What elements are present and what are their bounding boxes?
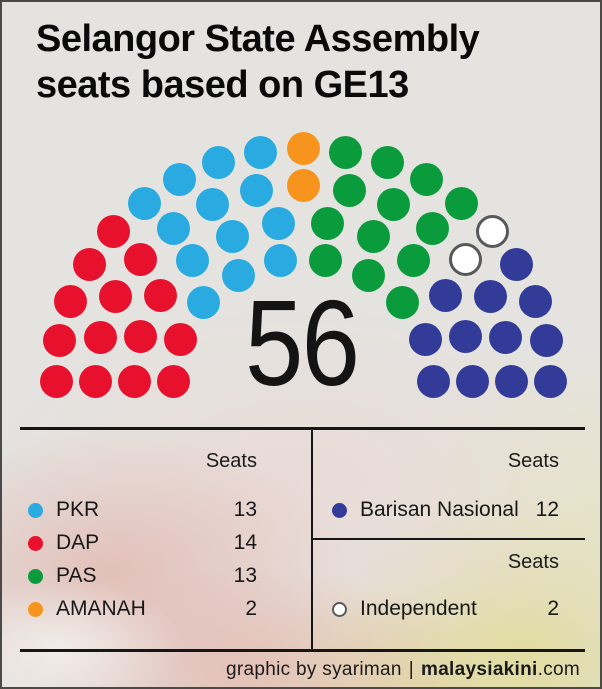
seat-bn	[448, 319, 482, 353]
seat-bn	[494, 364, 528, 398]
brand-name: malaysiakini.com	[421, 659, 580, 680]
seat-dap	[123, 242, 157, 276]
seats-column-header-right-bottom: Seats	[507, 551, 559, 573]
amanah-swatch	[28, 601, 43, 617]
seat-bn	[455, 364, 489, 398]
independent-seats-value: 2	[547, 597, 559, 620]
seat-bn	[428, 278, 462, 312]
dap-swatch	[28, 535, 43, 551]
seat-pas	[370, 146, 404, 180]
dap-seats-value: 14	[233, 531, 257, 554]
hemicycle-chart	[2, 2, 600, 432]
seat-bn	[518, 285, 552, 319]
page-title: Selangor State Assembly seats based on G…	[36, 16, 480, 108]
seat-dap	[164, 322, 198, 356]
legend-row-independent: Independent 2	[332, 592, 559, 626]
seat-bn	[408, 322, 442, 356]
legend-row-barisan-nasional: Barisan Nasional 12	[332, 493, 559, 527]
seat-bn	[489, 320, 523, 354]
pas-swatch	[28, 568, 43, 584]
amanah-label: AMANAH	[56, 597, 146, 620]
seat-dap	[97, 215, 131, 249]
seat-pkr	[262, 207, 296, 241]
seat-pkr	[186, 285, 220, 319]
independent-swatch	[332, 601, 347, 617]
seats-column-header-left: Seats	[205, 450, 257, 472]
seat-pkr	[163, 163, 196, 197]
seat-pas	[445, 186, 479, 220]
brand-suffix: .com	[537, 659, 580, 680]
seat-pas	[332, 173, 366, 207]
seat-pkr	[221, 258, 255, 292]
seat-pkr	[240, 173, 274, 207]
seat-dap	[83, 320, 117, 354]
seat-pas	[410, 163, 443, 197]
barisan-nasional-swatch	[332, 502, 347, 518]
amanah-seats-value: 2	[245, 597, 257, 620]
seat-pas	[310, 207, 344, 241]
seat-pas	[329, 135, 363, 169]
legend-right-divider	[313, 538, 585, 540]
legend-row-pkr: PKR 13	[28, 493, 257, 527]
pkr-swatch	[28, 502, 43, 518]
legend-row-amanah: AMANAH 2	[28, 592, 257, 626]
seat-pas	[376, 188, 410, 222]
seat-pkr	[175, 244, 209, 278]
seat-amanah	[286, 132, 320, 166]
seat-dap	[156, 364, 190, 398]
pas-seats-value: 13	[233, 564, 257, 587]
pkr-label: PKR	[56, 498, 100, 521]
legend-top-rule	[20, 427, 585, 430]
legend-bottom-rule	[20, 649, 585, 652]
seat-bn	[473, 279, 507, 313]
seat-pkr	[263, 244, 297, 278]
seat-pkr	[243, 135, 277, 169]
seat-dap	[117, 364, 151, 398]
seats-column-header-right-top: Seats	[507, 450, 559, 472]
legend-row-pas: PAS 13	[28, 559, 257, 593]
credit-line: graphic by syariman | malaysiakini.com	[226, 659, 580, 681]
seat-dap	[99, 279, 133, 313]
seat-dap	[39, 364, 73, 398]
legend-vertical-divider	[311, 427, 313, 652]
seat-pas	[416, 211, 450, 245]
barisan-nasional-label: Barisan Nasional	[360, 498, 519, 521]
seat-pkr	[216, 219, 250, 253]
seat-bn	[416, 364, 450, 398]
credit-separator: |	[408, 659, 414, 680]
seat-pas	[386, 285, 420, 319]
credit-text: graphic by syariman	[226, 659, 402, 680]
seat-bn	[500, 248, 534, 282]
seat-dap	[43, 324, 77, 358]
barisan-nasional-seats-value: 12	[535, 498, 559, 521]
legend-row-dap: DAP 14	[28, 526, 257, 560]
seat-pkr	[196, 188, 230, 222]
total-seats-label: 56	[245, 275, 360, 411]
seat-bn	[529, 324, 563, 358]
page-title-line1: Selangor State Assembly	[36, 18, 480, 60]
seat-pas	[309, 244, 343, 278]
seat-dap	[124, 319, 158, 353]
seat-ind	[475, 215, 509, 249]
page-title-line2: seats based on GE13	[36, 64, 409, 106]
seat-pkr	[156, 211, 190, 245]
seat-pas	[351, 258, 385, 292]
pkr-seats-value: 13	[233, 498, 257, 521]
seat-amanah	[286, 168, 320, 202]
seat-pas	[397, 244, 431, 278]
seat-pas	[356, 219, 390, 253]
seat-dap	[54, 285, 88, 319]
seat-pkr	[127, 186, 161, 220]
seat-ind	[449, 242, 483, 276]
seat-dap	[72, 248, 106, 282]
seat-dap	[78, 364, 112, 398]
seat-bn	[533, 364, 567, 398]
pas-label: PAS	[56, 564, 97, 587]
seat-pkr	[202, 146, 236, 180]
independent-label: Independent	[360, 597, 477, 620]
dap-label: DAP	[56, 531, 100, 554]
seat-dap	[144, 278, 178, 312]
